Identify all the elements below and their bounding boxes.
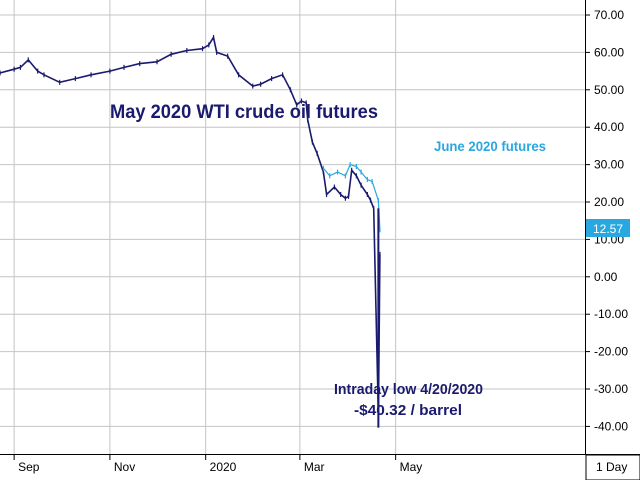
last-price-label: 12.57 (593, 222, 623, 236)
june-contract-annotation: June 2020 futures (434, 138, 546, 154)
period-button[interactable] (585, 454, 640, 480)
y-tick-label: 20.00 (594, 195, 624, 209)
june-contract-series (322, 162, 381, 233)
intraday-low-annotation: Intraday low 4/20/2020 (334, 381, 483, 398)
plot-background (0, 0, 585, 454)
y-tick-label: 70.00 (594, 8, 624, 22)
x-tick-label: Sep (18, 460, 40, 474)
x-tick-label: May (400, 460, 423, 474)
may-contract-annotation: May 2020 WTI crude oil futures (110, 102, 378, 123)
intraday-low-price-annotation: -$40.32 / barrel (354, 402, 462, 419)
last-price-box (586, 219, 630, 237)
y-tick-label: -30.00 (594, 382, 628, 396)
y-axis: 70.0060.0050.0040.0030.0020.0010.000.00-… (585, 8, 628, 433)
x-axis: Sep Nov 2020 Mar May (13, 454, 423, 474)
y-tick-label: 60.00 (594, 45, 624, 59)
series-layer (0, 34, 381, 428)
y-tick-label: 40.00 (594, 120, 624, 134)
y-tick-label: 50.00 (594, 83, 624, 97)
y-tick-label: -20.00 (594, 345, 628, 359)
may-contract-series (0, 34, 381, 420)
y-tick-label: 30.00 (594, 158, 624, 172)
x-tick-label: Mar (304, 460, 325, 474)
y-tick-label: 0.00 (594, 270, 618, 284)
y-tick-label: -10.00 (594, 307, 628, 321)
may-contract-line (0, 35, 381, 418)
gridlines (0, 0, 585, 454)
x-tick-label: 2020 (210, 460, 237, 474)
x-tick-label: Nov (114, 460, 135, 474)
y-tick-label: -40.00 (594, 419, 628, 433)
period-label[interactable]: 1 Day (596, 460, 627, 474)
